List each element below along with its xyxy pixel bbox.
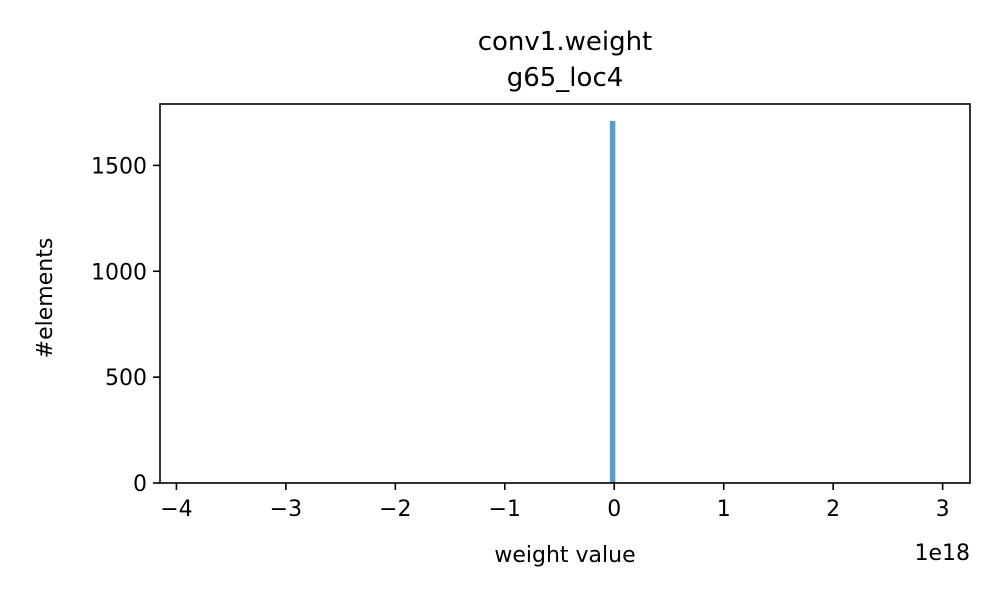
x-tick-label: −1 xyxy=(489,497,521,522)
y-tick-label: 1000 xyxy=(91,260,147,285)
x-tick-label: −3 xyxy=(270,497,302,522)
x-axis-label: weight value xyxy=(494,543,635,568)
histogram-bar-0 xyxy=(609,120,616,484)
chart-subtitle: g65_loc4 xyxy=(507,63,624,93)
y-tick-label: 0 xyxy=(133,472,147,497)
x-tick-label: 1 xyxy=(717,497,731,522)
x-tick-label: 2 xyxy=(826,497,840,522)
x-offset-label: 1e18 xyxy=(914,541,970,566)
x-tick-label: −4 xyxy=(160,497,192,522)
chart-title: conv1.weight xyxy=(478,27,653,57)
x-ticks: −4 −3 −2 −1 0 1 2 3 xyxy=(160,483,950,522)
y-tick-label: 1500 xyxy=(91,154,147,179)
plot-frame xyxy=(159,103,971,484)
x-tick-label: 0 xyxy=(607,497,621,522)
x-tick-label: −2 xyxy=(379,497,411,522)
y-tick-label: 500 xyxy=(105,366,147,391)
y-axis-label: #elements xyxy=(33,238,58,359)
y-ticks: 0 500 1000 1500 xyxy=(91,154,160,497)
bars-layer xyxy=(609,120,616,484)
x-tick-label: 3 xyxy=(936,497,950,522)
